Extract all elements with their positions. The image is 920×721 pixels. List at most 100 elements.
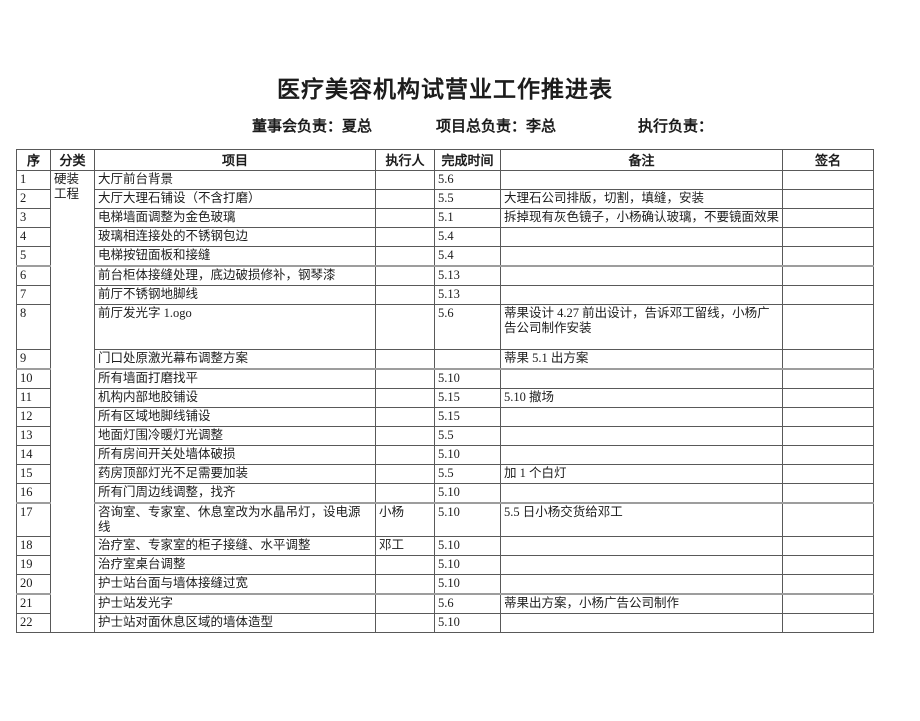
cell-signature xyxy=(782,304,874,350)
cell-completion-time: 5.4 xyxy=(434,246,501,267)
cell-signature xyxy=(782,574,874,595)
cell-category: 硬装工程 xyxy=(50,170,95,633)
cell-completion-time: 5.4 xyxy=(434,227,501,247)
cell-signature xyxy=(782,502,874,537)
cell-project: 前台柜体接缝处理，底边破损修补，钢琴漆 xyxy=(94,265,376,286)
cell-signature xyxy=(782,536,874,556)
cell-signature xyxy=(782,227,874,247)
cell-signature xyxy=(782,464,874,484)
cell-remark: 蒂果 5.1 出方案 xyxy=(500,349,783,370)
table-row: 17 咨询室、专家室、休息室改为水晶吊灯，设电源线 小杨 5.10 5.5 日小杨交货给… xyxy=(16,502,874,537)
table-row: 21 护士站发光字 5.6 蒂果出方案，小杨广告公司制作 xyxy=(16,593,874,614)
cell-remark xyxy=(500,536,783,556)
cell-project: 玻璃相连接处的不锈钢包边 xyxy=(94,227,376,247)
cell-signature xyxy=(782,593,874,614)
cell-row-number: 21 xyxy=(16,593,51,614)
cell-executor xyxy=(375,265,435,286)
cell-project: 机构内部地胶铺设 xyxy=(94,388,376,408)
cell-project: 大厅前台背景 xyxy=(94,170,376,190)
cell-executor xyxy=(375,208,435,228)
cell-executor xyxy=(375,170,435,190)
cell-row-number: 11 xyxy=(16,388,51,408)
cell-remark xyxy=(500,265,783,286)
cell-completion-time: 5.10 xyxy=(434,613,501,633)
cell-row-number: 15 xyxy=(16,464,51,484)
cell-executor xyxy=(375,368,435,389)
cell-project: 前厅发光字 1.ogo xyxy=(94,304,376,350)
cell-signature xyxy=(782,388,874,408)
column-header: 完成时间 xyxy=(434,149,501,171)
cell-signature xyxy=(782,246,874,267)
cell-completion-time xyxy=(434,349,501,370)
cell-project: 护士站发光字 xyxy=(94,593,376,614)
cell-completion-time: 5.5 xyxy=(434,189,501,209)
cell-row-number: 1 xyxy=(16,170,51,190)
cell-completion-time: 5.10 xyxy=(434,368,501,389)
table-body: 1 硬装工程 大厅前台背景 5.6 2 大厅大理石铺设（不含打磨） 5.5 大理石公司排版，切… xyxy=(16,170,874,633)
cell-row-number: 10 xyxy=(16,368,51,389)
table-row: 14 所有房间开关处墙体破损 5.10 xyxy=(16,445,874,465)
cell-signature xyxy=(782,445,874,465)
cell-project: 电梯墙面调整为金色玻璃 xyxy=(94,208,376,228)
table-row: 19 治疗室桌台调整 5.10 xyxy=(16,555,874,575)
cell-project: 地面灯围冷暖灯光调整 xyxy=(94,426,376,446)
cell-completion-time: 5.6 xyxy=(434,170,501,190)
cell-signature xyxy=(782,613,874,633)
cell-row-number: 3 xyxy=(16,208,51,228)
cell-project: 药房顶部灯光不足需要加装 xyxy=(94,464,376,484)
table-row: 8 前厅发光字 1.ogo 5.6 蒂果设计 4.27 前出设计，告诉邓工留线，小杨广… xyxy=(16,304,874,350)
execution-responsible-label: 执行负责： xyxy=(638,119,714,135)
table-row: 9 门口处原激光幕布调整方案 蒂果 5.1 出方案 xyxy=(16,349,874,370)
table-row: 16 所有门周边线调整，找齐 5.10 xyxy=(16,483,874,504)
cell-executor xyxy=(375,349,435,370)
cell-executor xyxy=(375,304,435,350)
table-row: 18 治疗室、专家室的柜子接缝、水平调整 邓工 5.10 xyxy=(16,536,874,556)
cell-executor xyxy=(375,483,435,504)
cell-completion-time: 5.6 xyxy=(434,304,501,350)
cell-remark xyxy=(500,246,783,267)
cell-row-number: 19 xyxy=(16,555,51,575)
document-title: 医疗美容机构试营业工作推进表 xyxy=(277,77,613,102)
column-header: 备注 xyxy=(500,149,783,171)
cell-project: 所有门周边线调整，找齐 xyxy=(94,483,376,504)
cell-remark xyxy=(500,555,783,575)
table-row: 20 护士站台面与墙体接缝过宽 5.10 xyxy=(16,574,874,595)
table-row: 7 前厅不锈钢地脚线 5.13 xyxy=(16,285,874,305)
cell-project: 大厅大理石铺设（不含打磨） xyxy=(94,189,376,209)
table-row: 11 机构内部地胶铺设 5.15 5.10 撤场 xyxy=(16,388,874,408)
cell-remark xyxy=(500,574,783,595)
cell-completion-time: 5.6 xyxy=(434,593,501,614)
cell-project: 治疗室桌台调整 xyxy=(94,555,376,575)
cell-remark xyxy=(500,368,783,389)
cell-row-number: 14 xyxy=(16,445,51,465)
cell-executor xyxy=(375,464,435,484)
table-row: 4 玻璃相连接处的不锈钢包边 5.4 xyxy=(16,227,874,247)
cell-remark: 5.5 日小杨交货给邓工 xyxy=(500,502,783,537)
column-header: 项目 xyxy=(94,149,376,171)
table-row: 15 药房顶部灯光不足需要加装 5.5 加 1 个白灯 xyxy=(16,464,874,484)
cell-completion-time: 5.10 xyxy=(434,555,501,575)
cell-executor xyxy=(375,388,435,408)
cell-executor xyxy=(375,246,435,267)
column-header: 分类 xyxy=(50,149,95,171)
cell-signature xyxy=(782,368,874,389)
column-header: 序 xyxy=(16,149,51,171)
responsibility-line: 董事会负责：夏总 项目总负责：李总 执行负责： xyxy=(0,115,920,136)
table-row: 10 所有墙面打磨找平 5.10 xyxy=(16,368,874,389)
cell-completion-time: 5.5 xyxy=(434,426,501,446)
cell-signature xyxy=(782,189,874,209)
cell-completion-time: 5.1 xyxy=(434,208,501,228)
board-responsible-label: 董事会负责：夏总 xyxy=(252,119,373,135)
table-row: 13 地面灯围冷暖灯光调整 5.5 xyxy=(16,426,874,446)
cell-executor xyxy=(375,613,435,633)
cell-project: 所有墙面打磨找平 xyxy=(94,368,376,389)
cell-signature xyxy=(782,265,874,286)
cell-row-number: 18 xyxy=(16,536,51,556)
cell-project: 所有区域地脚线铺设 xyxy=(94,407,376,427)
cell-project: 护士站台面与墙体接缝过宽 xyxy=(94,574,376,595)
cell-row-number: 7 xyxy=(16,285,51,305)
cell-row-number: 2 xyxy=(16,189,51,209)
work-table: 序分类 项目 执行人 完成时间 备注 签名 1 硬装工程 大厅前台背景 5.6 2 大厅大理石铺设（… xyxy=(16,149,874,633)
column-header: 执行人 xyxy=(375,149,435,171)
cell-remark xyxy=(500,407,783,427)
